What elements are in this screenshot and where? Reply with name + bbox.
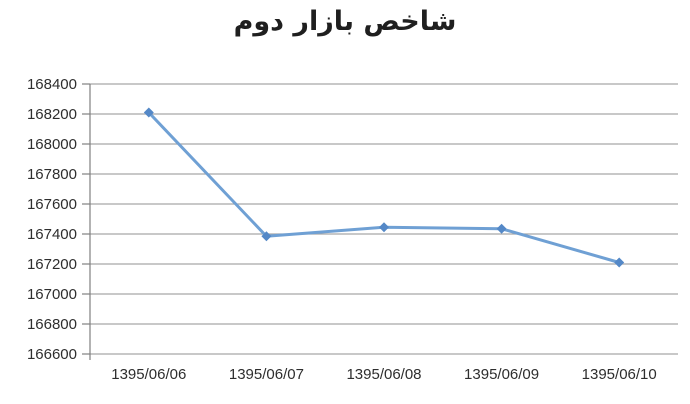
y-axis-tick-label: 168200	[27, 106, 77, 123]
y-axis-tick-label: 167200	[27, 256, 77, 273]
x-axis-tick-label: 1395/06/08	[346, 366, 421, 383]
series-line	[147, 111, 621, 264]
y-axis-tick-label: 166600	[27, 346, 77, 363]
data-point-marker	[496, 223, 507, 234]
y-axis-tick-label: 168400	[27, 76, 77, 93]
data-point-marker	[261, 231, 272, 242]
y-axis-tick-label: 167400	[27, 226, 77, 243]
x-axis-tick-label: 1395/06/09	[464, 366, 539, 383]
data-point-marker	[379, 222, 389, 233]
chart-title: شاخص بازار دوم	[233, 6, 457, 37]
x-axis-tick-label: 1395/06/07	[229, 366, 304, 383]
x-axis-tick-label: 1395/06/06	[111, 366, 186, 383]
x-axis-tick-label: 1395/06/10	[582, 366, 657, 383]
y-axis-tick-label: 168000	[27, 136, 77, 153]
data-point-marker	[614, 257, 625, 268]
y-axis-tick-label: 166800	[27, 316, 77, 333]
y-axis-tick-label: 167000	[27, 286, 77, 303]
data-point-marker	[143, 107, 154, 118]
y-axis-tick-label: 167600	[27, 196, 77, 213]
y-axis-tick-label: 167800	[27, 166, 77, 183]
